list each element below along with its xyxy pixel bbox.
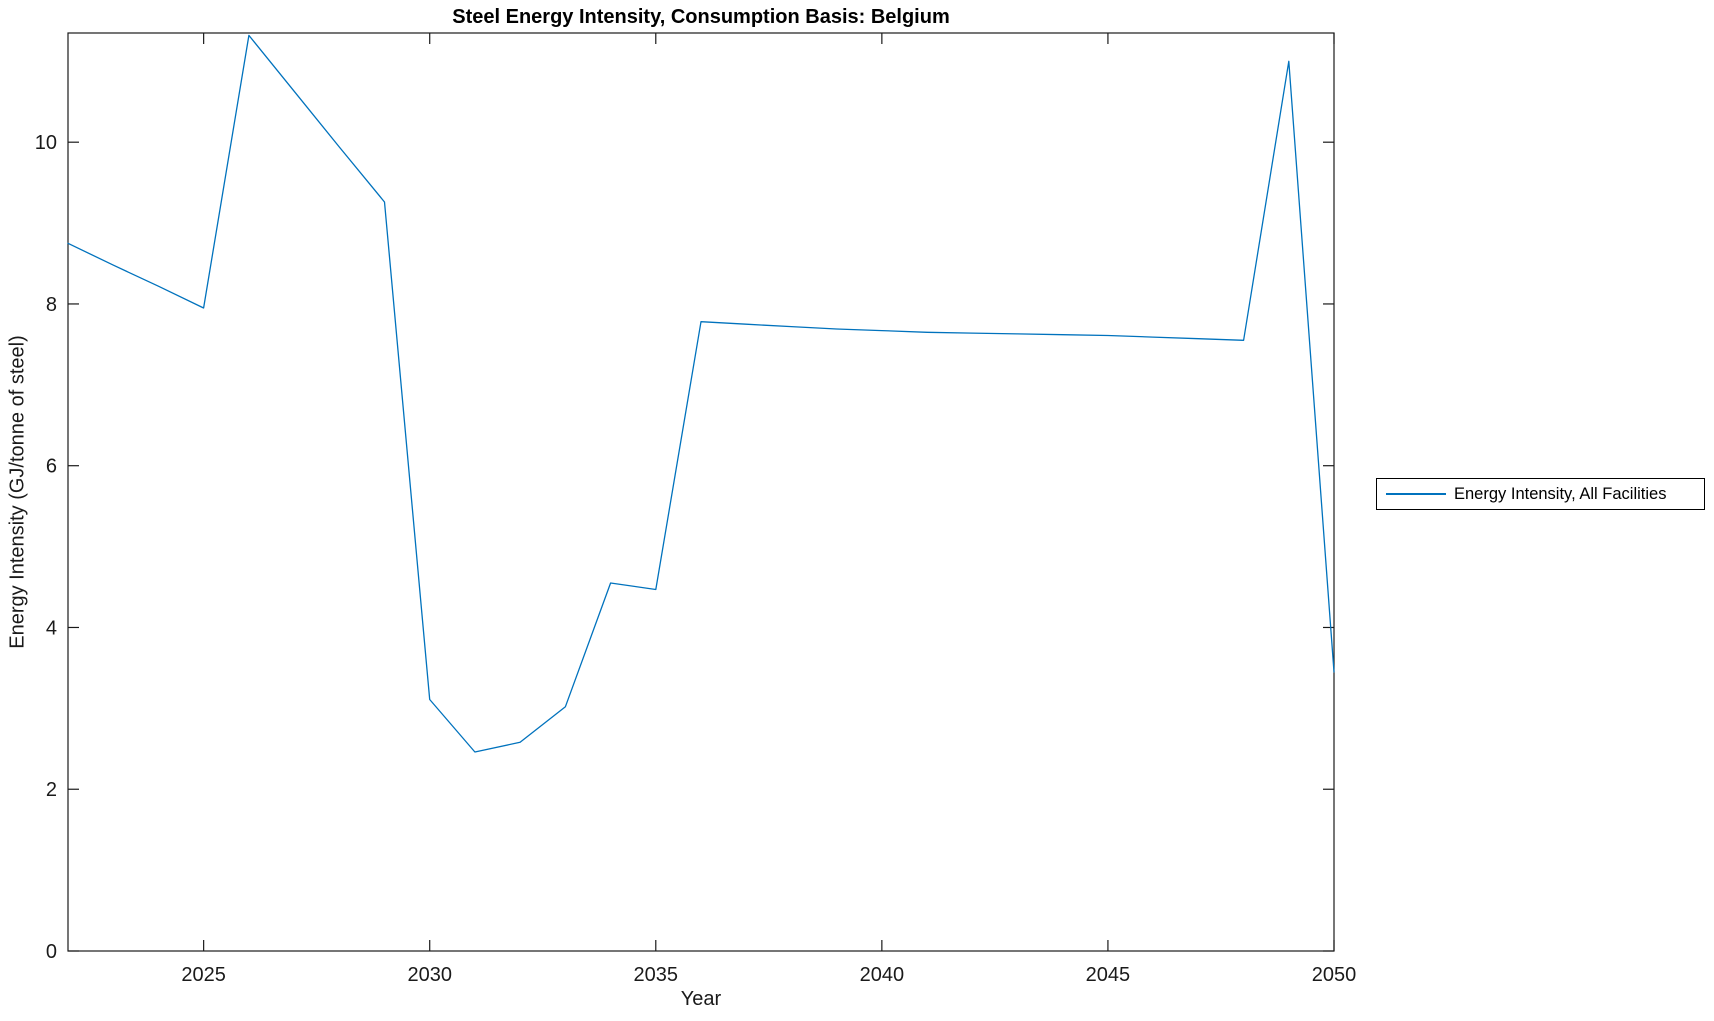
- y-tick-label: 4: [46, 617, 57, 639]
- legend: Energy Intensity, All Facilities: [1376, 478, 1705, 510]
- axes-box: [67, 32, 1335, 952]
- y-tick-label: 6: [46, 456, 57, 478]
- x-tick-label: 2050: [1312, 964, 1357, 986]
- legend-line-sample: [1386, 493, 1446, 495]
- x-tick-label: 2025: [181, 964, 226, 986]
- x-tick-label: 2040: [860, 964, 905, 986]
- x-axis-label: Year: [680, 988, 722, 1010]
- x-tick-label: 2035: [634, 964, 679, 986]
- y-tick-label: 2: [46, 779, 57, 801]
- x-tick-label: 2045: [1086, 964, 1131, 986]
- y-tick-label: 0: [46, 941, 57, 963]
- y-tick-label: 8: [46, 294, 57, 316]
- legend-label: Energy Intensity, All Facilities: [1454, 484, 1667, 503]
- y-tick-label: 10: [35, 132, 57, 154]
- chart-title: Steel Energy Intensity, Consumption Basi…: [452, 6, 950, 28]
- energy-intensity-line: [67, 34, 1335, 753]
- x-tick-label: 2030: [407, 964, 452, 986]
